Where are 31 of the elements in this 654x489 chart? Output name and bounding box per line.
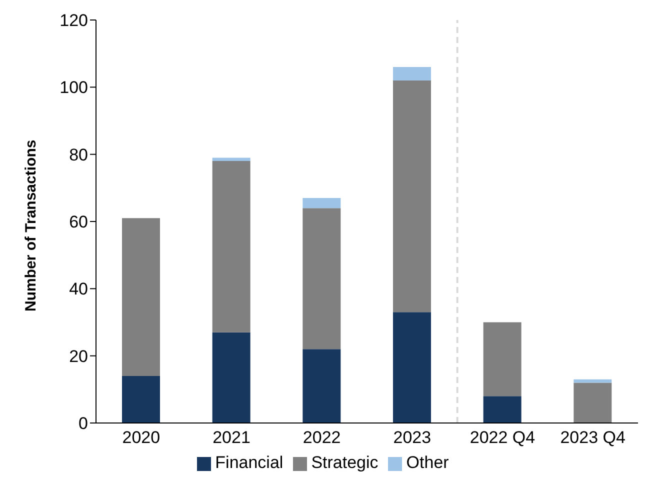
x-tick-label: 2021 [212,428,250,448]
y-tick-label: 0 [78,414,88,434]
y-tick-label: 20 [69,346,88,366]
y-tick-label: 60 [69,212,88,232]
legend-label: Other [406,453,449,472]
bar [212,332,250,423]
x-tick-label: 2022 [302,428,341,448]
bar [302,198,341,208]
bar [212,158,250,162]
bar [393,80,431,312]
x-tick-label: 2020 [122,428,160,448]
bar [574,382,612,423]
bar [122,218,160,376]
legend-label: Financial [215,453,284,472]
legend-label: Strategic [311,453,378,472]
bar [483,396,522,423]
bar [212,161,250,332]
bar [302,349,341,423]
y-axis-title: Number of Transactions [22,140,40,312]
x-tick-label: 2023 Q4 [560,428,626,448]
y-tick-label: 120 [60,11,88,30]
x-tick-label: 2023 [393,428,432,448]
bar [302,208,341,350]
y-tick-label: 80 [69,145,88,164]
bar [393,67,431,80]
y-tick-label: 100 [60,78,88,98]
x-tick-label: 2022 Q4 [470,428,536,448]
bar [393,312,431,423]
y-tick-label: 40 [69,280,88,299]
bar [122,376,160,423]
bar [483,322,522,396]
